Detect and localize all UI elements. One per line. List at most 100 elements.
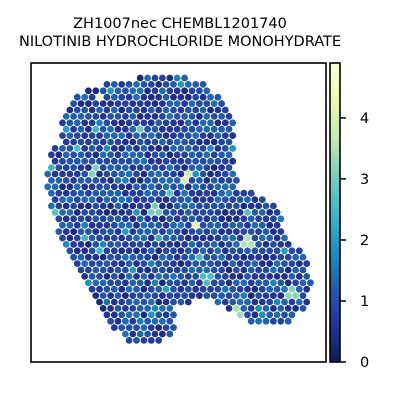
spot: [100, 139, 107, 146]
spot: [126, 247, 133, 254]
spot: [74, 158, 81, 165]
spot: [211, 228, 218, 235]
spot: [74, 145, 81, 152]
spot: [252, 260, 259, 267]
spot: [118, 324, 125, 331]
spot: [59, 132, 66, 139]
spot: [189, 241, 196, 248]
spot: [285, 279, 292, 286]
spot: [266, 273, 273, 280]
spot: [137, 215, 144, 222]
spot: [118, 94, 125, 101]
spot: [118, 107, 125, 114]
spot: [122, 215, 129, 222]
spot: [155, 222, 162, 229]
spot: [104, 171, 111, 178]
spot: [111, 222, 118, 229]
spot: [159, 139, 166, 146]
spot: [222, 119, 229, 126]
spot: [233, 241, 240, 248]
spot: [74, 222, 81, 229]
spot: [266, 222, 273, 229]
spot: [107, 100, 114, 107]
spot: [218, 267, 225, 274]
spot: [78, 215, 85, 222]
spot: [181, 254, 188, 261]
spot: [155, 311, 162, 318]
spot: [244, 235, 251, 242]
spot: [78, 100, 85, 107]
spot: [81, 145, 88, 152]
spot: [189, 126, 196, 133]
spot: [59, 209, 66, 216]
spot: [144, 215, 151, 222]
spot: [181, 151, 188, 158]
spot: [107, 228, 114, 235]
spot: [174, 113, 181, 120]
colorbar-tick-label: 2: [360, 233, 369, 249]
spot: [141, 324, 148, 331]
spot: [159, 75, 166, 82]
spot: [155, 145, 162, 152]
spot: [152, 164, 159, 171]
spot: [133, 132, 140, 139]
spot: [81, 222, 88, 229]
spot: [170, 145, 177, 152]
spot: [104, 119, 111, 126]
spot: [189, 87, 196, 94]
spot: [300, 279, 307, 286]
spot: [163, 183, 170, 190]
spot: [144, 190, 151, 197]
spot: [181, 241, 188, 248]
spot: [96, 209, 103, 216]
spot: [181, 75, 188, 82]
spot: [111, 260, 118, 267]
spot: [59, 158, 66, 165]
spot: [174, 279, 181, 286]
spot: [67, 209, 74, 216]
spot: [104, 299, 111, 306]
spot: [122, 87, 129, 94]
spot: [115, 203, 122, 210]
spot: [240, 279, 247, 286]
spot: [126, 107, 133, 114]
spot: [148, 273, 155, 280]
spot: [155, 132, 162, 139]
spot: [237, 196, 244, 203]
spot: [270, 279, 277, 286]
spot: [189, 228, 196, 235]
spot: [74, 209, 81, 216]
spot: [85, 151, 92, 158]
spot: [222, 196, 229, 203]
spot: [233, 215, 240, 222]
spot: [181, 164, 188, 171]
spot: [155, 107, 162, 114]
spot: [218, 215, 225, 222]
spot: [159, 87, 166, 94]
spot: [67, 235, 74, 242]
spot: [211, 190, 218, 197]
spot: [207, 119, 214, 126]
spot: [48, 203, 55, 210]
spot: [115, 318, 122, 325]
spot: [296, 286, 303, 293]
spot: [296, 273, 303, 280]
spot: [222, 286, 229, 293]
spot: [118, 311, 125, 318]
spot: [300, 305, 307, 312]
spot: [74, 94, 81, 101]
spot: [240, 305, 247, 312]
spot: [178, 299, 185, 306]
spot: [115, 177, 122, 184]
spot: [233, 292, 240, 299]
spot: [174, 292, 181, 299]
spot: [89, 94, 96, 101]
spot: [59, 196, 66, 203]
spot: [152, 126, 159, 133]
spot: [133, 311, 140, 318]
spot: [252, 222, 259, 229]
spot: [218, 292, 225, 299]
spot: [226, 177, 233, 184]
spot: [92, 203, 99, 210]
spot: [100, 177, 107, 184]
